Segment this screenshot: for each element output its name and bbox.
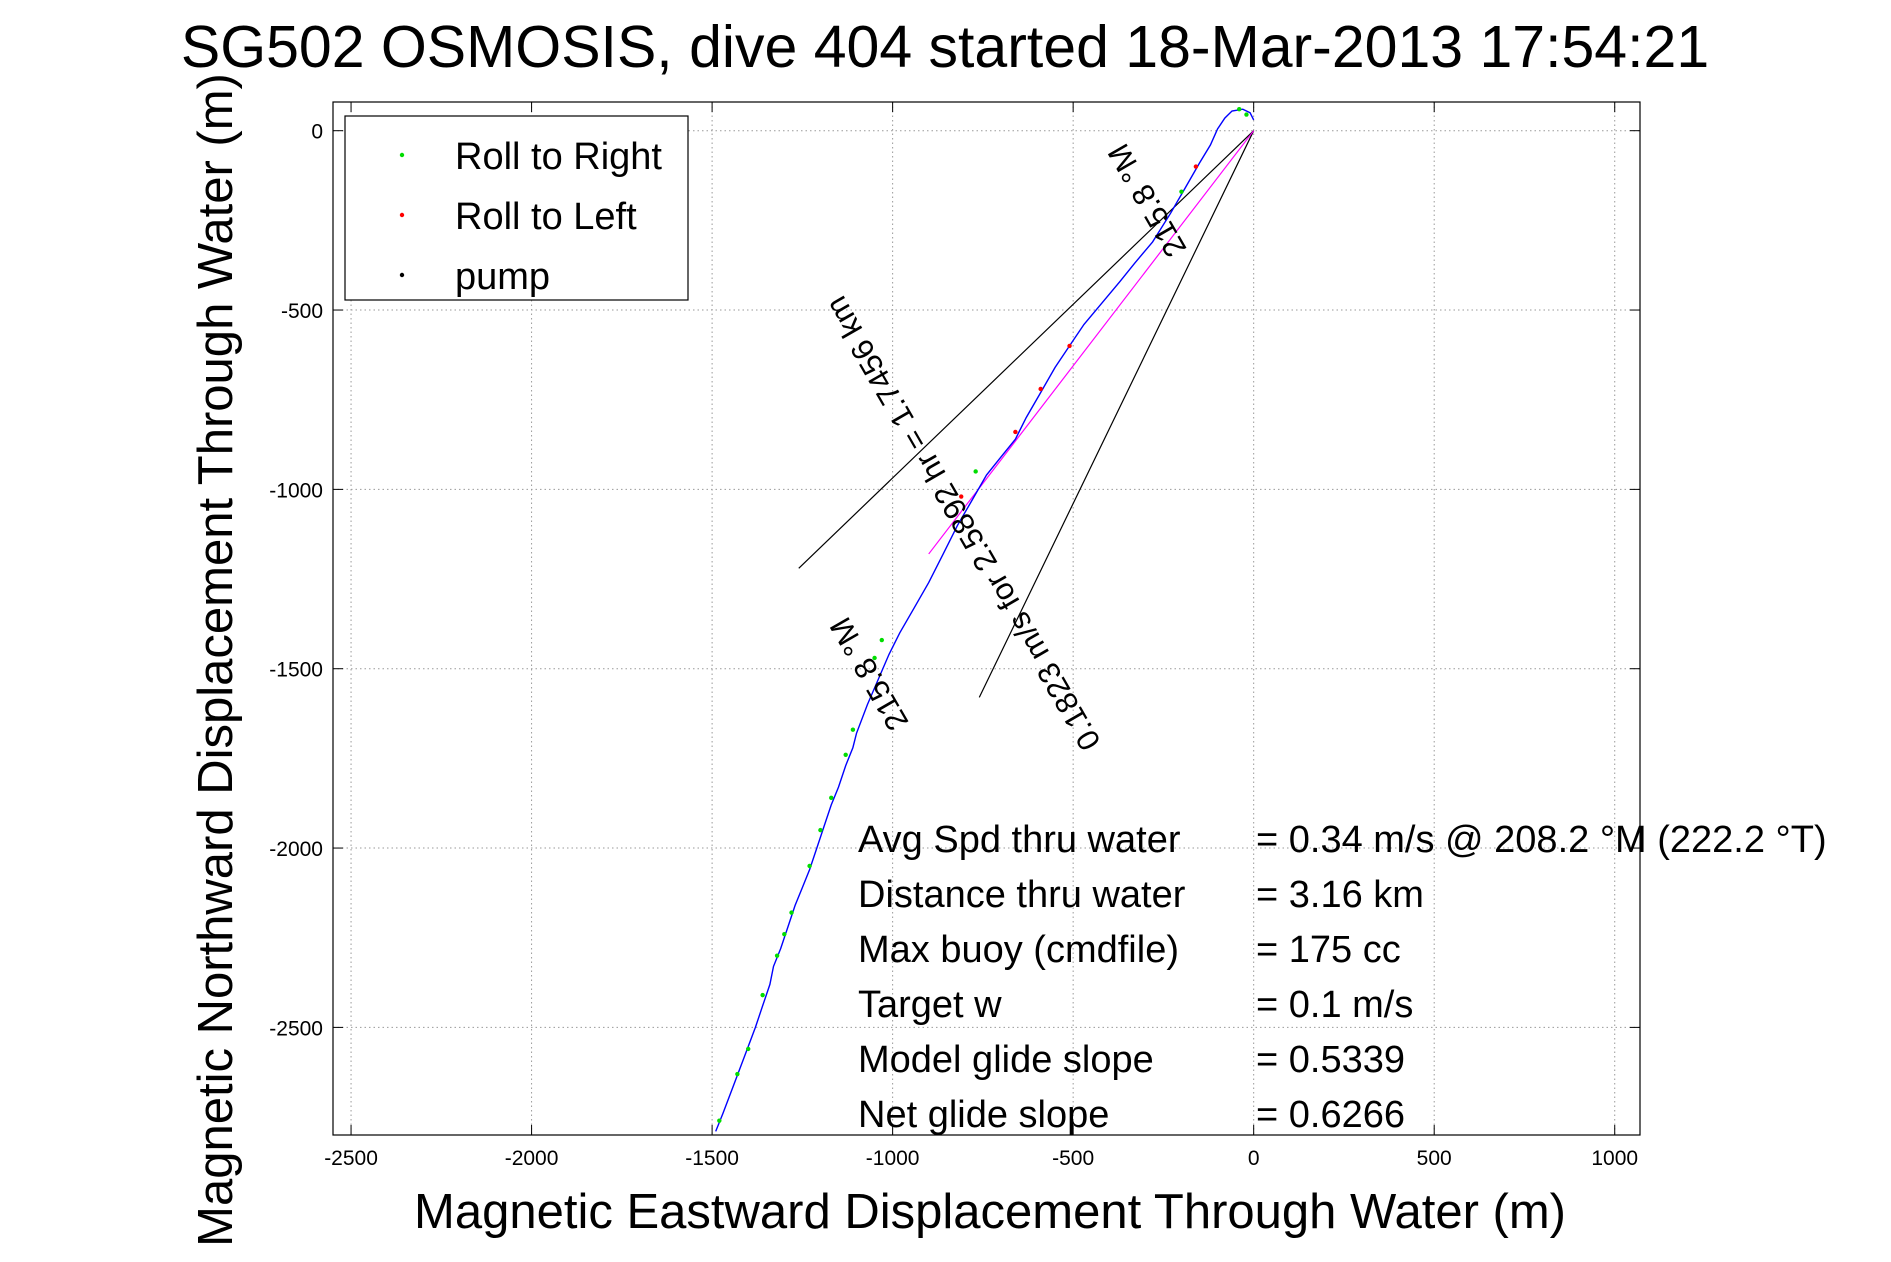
roll-right-point-14 [760, 992, 765, 998]
track-line [715, 108, 1255, 1132]
legend-marker-2 [399, 272, 405, 278]
legend-marker-0 [399, 152, 405, 158]
legend-label-1: Roll to Left [455, 196, 637, 238]
stat-label-1: Distance thru water [858, 874, 1186, 916]
roll-right-point-12 [782, 931, 787, 937]
roll-right-point-6 [850, 727, 856, 732]
y-tick-label-4: -2000 [269, 838, 323, 861]
roll-left-point-2 [1038, 386, 1043, 392]
stat-value-1: = 3.16 km [1256, 874, 1424, 916]
x-tick-label-4: -500 [1052, 1147, 1094, 1170]
stat-label-2: Max buoy (cmdfile) [858, 929, 1179, 971]
roll-right-point-4 [879, 637, 884, 643]
legend-label-0: Roll to Right [455, 136, 662, 178]
roll-right-point-2 [1179, 189, 1184, 194]
stat-value-5: = 0.6266 [1256, 1094, 1405, 1136]
x-axis-label: Magnetic Eastward Displacement Through W… [414, 1185, 1566, 1239]
track-line-group [715, 108, 1255, 1132]
y-axis-ticks: 0 -500 -1000 -1500 -2000 -2500 [269, 121, 1640, 1040]
plot-area-frame [332, 101, 1641, 1136]
stat-value-2: = 175 cc [1256, 929, 1401, 971]
stats-block: Avg Spd thru water = 0.34 m/s @ 208.2 °M … [858, 819, 1827, 1136]
roll-right-point-10 [807, 863, 812, 869]
legend: Roll to Right Roll to Left pump [344, 115, 689, 301]
x-tick-label-2: -1500 [685, 1147, 739, 1170]
rotated-annotation-0: 215.8 °M [1101, 138, 1194, 263]
heading-line-0 [798, 130, 1255, 569]
roll-left-point-4 [959, 494, 964, 499]
x-tick-label-7: 1000 [1591, 1147, 1638, 1170]
stat-value-3: = 0.1 m/s [1256, 984, 1413, 1026]
roll-left-point-0 [1193, 164, 1199, 169]
stat-label-0: Avg Spd thru water [858, 819, 1181, 861]
y-axis-label: Magnetic Northward Displacement Through … [189, 73, 243, 1247]
roll-right-point-15 [746, 1046, 751, 1052]
roll-right-point-9 [818, 827, 823, 833]
y-tick-label-5: -2500 [269, 1017, 323, 1040]
y-tick-label-2: -1000 [269, 479, 323, 502]
x-tick-label-5: 0 [1248, 1147, 1260, 1170]
roll-right-point-8 [829, 795, 834, 801]
y-tick-label-0: 0 [311, 121, 323, 144]
roll-left-markers [959, 164, 1199, 499]
stat-value-0: = 0.34 m/s @ 208.2 °M (222.2 °T) [1256, 819, 1827, 861]
legend-box [344, 115, 689, 301]
chart-title: SG502 OSMOSIS, dive 404 started 18-Mar-2… [181, 14, 1709, 80]
rotated-annotations: 215.8 °M0.1823 m/s for 2.5892 hr = 1.745… [818, 138, 1193, 756]
roll-right-point-17 [717, 1118, 722, 1123]
roll-right-point-16 [735, 1071, 740, 1077]
roll-left-point-3 [1013, 429, 1018, 435]
stat-label-4: Model glide slope [858, 1039, 1154, 1081]
x-tick-label-0: -2500 [324, 1147, 378, 1170]
x-tick-label-1: -2000 [505, 1147, 559, 1170]
heading-lines [798, 130, 1255, 698]
x-axis-ticks: -2500 -2000 -1500 -1000 -500 0 500 1000 [324, 102, 1638, 1170]
roll-right-point-1 [1237, 106, 1242, 112]
y-tick-label-3: -1500 [269, 659, 323, 682]
y-tick-label-1: -500 [281, 300, 323, 323]
roll-right-markers [717, 106, 1249, 1123]
x-tick-label-6: 500 [1417, 1147, 1452, 1170]
stat-label-3: Target w [858, 984, 1002, 1026]
grid-lines [333, 102, 1640, 1135]
roll-right-point-3 [973, 469, 978, 474]
stat-value-4: = 0.5339 [1256, 1039, 1405, 1081]
roll-right-point-5 [872, 655, 877, 661]
heading-line-1 [978, 130, 1255, 698]
roll-left-point-1 [1067, 343, 1072, 349]
x-tick-label-3: -1000 [866, 1147, 920, 1170]
roll-right-point-0 [1244, 112, 1249, 117]
roll-right-point-11 [789, 910, 794, 915]
stat-label-5: Net glide slope [858, 1094, 1109, 1136]
legend-label-2: pump [455, 256, 550, 298]
roll-right-point-13 [774, 953, 780, 958]
roll-right-point-7 [843, 752, 848, 757]
heading-line-2 [928, 130, 1255, 555]
legend-marker-1 [399, 212, 405, 218]
